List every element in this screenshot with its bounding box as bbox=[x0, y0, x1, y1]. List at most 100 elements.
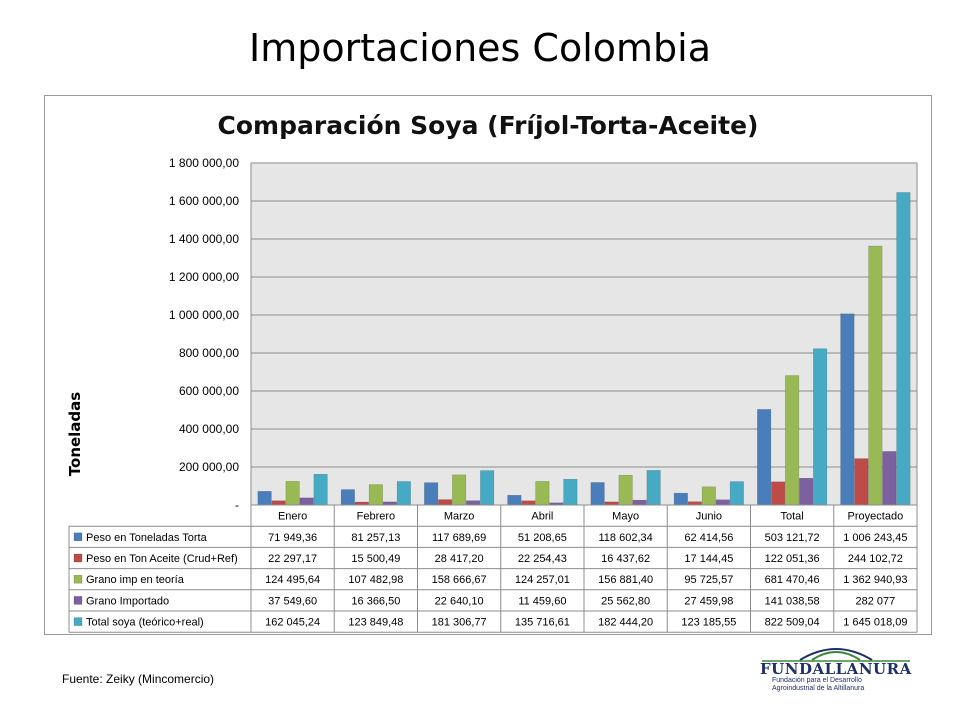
legend-label: Grano imp en teoría bbox=[86, 574, 185, 586]
slide-title: Importaciones Colombia bbox=[248, 26, 711, 70]
x-category-label: Marzo bbox=[444, 511, 475, 523]
bar bbox=[673, 492, 688, 506]
bar bbox=[646, 470, 661, 506]
y-tick-label: 1 800 000,00 bbox=[169, 156, 239, 170]
bar bbox=[813, 348, 828, 506]
x-category-label: Total bbox=[781, 511, 804, 523]
data-label: 122 051,36 bbox=[765, 553, 820, 565]
data-label: 156 881,40 bbox=[598, 574, 653, 586]
logo-tagline-2: Agroindustrial de la Altillanura bbox=[772, 685, 865, 692]
y-tick-label: - bbox=[235, 498, 239, 512]
data-label: 681 470,46 bbox=[765, 574, 820, 586]
bar bbox=[771, 481, 786, 506]
data-label: 1 006 243,45 bbox=[843, 532, 907, 544]
data-label: 135 716,61 bbox=[515, 617, 570, 629]
data-label: 822 509,04 bbox=[765, 617, 820, 629]
legend-swatch bbox=[73, 532, 83, 542]
data-label: 81 257,13 bbox=[351, 532, 400, 544]
bar bbox=[854, 458, 869, 506]
bar bbox=[590, 482, 605, 506]
x-category-label: Febrero bbox=[357, 511, 396, 523]
bar bbox=[396, 481, 411, 506]
chart-frame: Comparación Soya (Fríjol-Torta-Aceite) T… bbox=[44, 95, 932, 635]
data-label: 107 482,98 bbox=[348, 574, 403, 586]
bar bbox=[563, 478, 578, 506]
legend-label: Peso en Toneladas Torta bbox=[86, 532, 208, 544]
data-label: 182 444,20 bbox=[598, 617, 653, 629]
bar bbox=[271, 500, 286, 506]
bar bbox=[729, 481, 744, 506]
data-label: 158 666,67 bbox=[432, 574, 487, 586]
bar bbox=[882, 451, 897, 506]
data-label: 37 549,60 bbox=[268, 595, 317, 607]
data-label: 117 689,69 bbox=[432, 532, 486, 544]
y-tick-label: 800 000,00 bbox=[179, 346, 239, 360]
bar bbox=[368, 484, 383, 506]
plot-area bbox=[250, 162, 918, 506]
data-label: 51 208,65 bbox=[518, 532, 567, 544]
bar bbox=[785, 375, 800, 506]
data-label: 22 297,17 bbox=[268, 553, 317, 565]
bar bbox=[438, 499, 453, 506]
bar bbox=[452, 474, 467, 506]
chart-title: Comparación Soya (Fríjol-Torta-Aceite) bbox=[217, 111, 759, 140]
bar bbox=[840, 313, 855, 506]
bar bbox=[466, 500, 481, 506]
logo-mark-icon bbox=[762, 648, 910, 662]
legend-label: Peso en Ton Aceite (Crud+Ref) bbox=[86, 553, 238, 565]
bar bbox=[632, 499, 647, 506]
y-tick-label: 1 400 000,00 bbox=[169, 232, 239, 246]
data-label: 27 459,98 bbox=[684, 595, 733, 607]
data-label: 124 495,64 bbox=[265, 574, 320, 586]
data-label: 1 362 940,93 bbox=[843, 574, 907, 586]
bar bbox=[521, 500, 536, 506]
bar bbox=[535, 481, 550, 506]
x-category-label: Junio bbox=[696, 511, 722, 523]
logo-wordmark: FUNDALLANURA bbox=[760, 660, 912, 678]
bar bbox=[701, 486, 716, 506]
bar bbox=[285, 481, 300, 506]
data-label: 17 144,45 bbox=[684, 553, 733, 565]
data-label: 181 306,77 bbox=[432, 617, 487, 629]
x-category-label: Enero bbox=[278, 511, 307, 523]
data-label: 15 500,49 bbox=[351, 553, 400, 565]
data-label: 123 849,48 bbox=[348, 617, 403, 629]
data-label: 244 102,72 bbox=[848, 553, 903, 565]
bar bbox=[868, 245, 883, 506]
bar bbox=[507, 495, 522, 506]
data-label: 22 254,43 bbox=[518, 553, 567, 565]
bar bbox=[896, 192, 911, 506]
bar bbox=[618, 474, 633, 506]
logo-tagline-1: Fundación para el Desarrollo bbox=[772, 677, 862, 684]
bar bbox=[257, 491, 272, 506]
data-label: 162 045,24 bbox=[265, 617, 320, 629]
legend-swatch bbox=[73, 553, 83, 563]
data-label: 71 949,36 bbox=[268, 532, 317, 544]
legend-swatch bbox=[73, 574, 83, 584]
y-tick-label: 1 600 000,00 bbox=[169, 194, 239, 208]
data-label: 118 602,34 bbox=[599, 532, 653, 544]
bar bbox=[480, 470, 495, 506]
bar bbox=[313, 473, 328, 506]
bar bbox=[424, 482, 439, 506]
y-tick-label: 400 000,00 bbox=[179, 422, 239, 436]
data-label: 16 437,62 bbox=[601, 553, 650, 565]
bar bbox=[299, 497, 314, 506]
bar bbox=[799, 477, 814, 506]
chart-plot: - 200 000,00 400 000,00 600 000,00 800 000,0… bbox=[68, 156, 918, 633]
data-label: 1 645 018,09 bbox=[843, 617, 907, 629]
x-category-label: Mayo bbox=[612, 511, 639, 523]
legend-label: Grano Importado bbox=[86, 595, 169, 607]
x-category-label: Proyectado bbox=[848, 511, 904, 523]
y-tick-label: 600 000,00 bbox=[179, 384, 239, 398]
fundallanura-logo: FUNDALLANURA Fundación para el Desarroll… bbox=[756, 640, 916, 696]
bar bbox=[715, 499, 730, 506]
data-label: 28 417,20 bbox=[435, 553, 484, 565]
bar bbox=[340, 489, 355, 506]
data-label: 282 077 bbox=[855, 595, 895, 607]
data-label: 141 038,58 bbox=[765, 595, 820, 607]
x-category-label: Abril bbox=[531, 511, 553, 523]
data-label: 11 459,60 bbox=[518, 595, 566, 607]
legend-label: Total soya (teórico+real) bbox=[86, 617, 204, 629]
legend-swatch bbox=[73, 617, 83, 626]
